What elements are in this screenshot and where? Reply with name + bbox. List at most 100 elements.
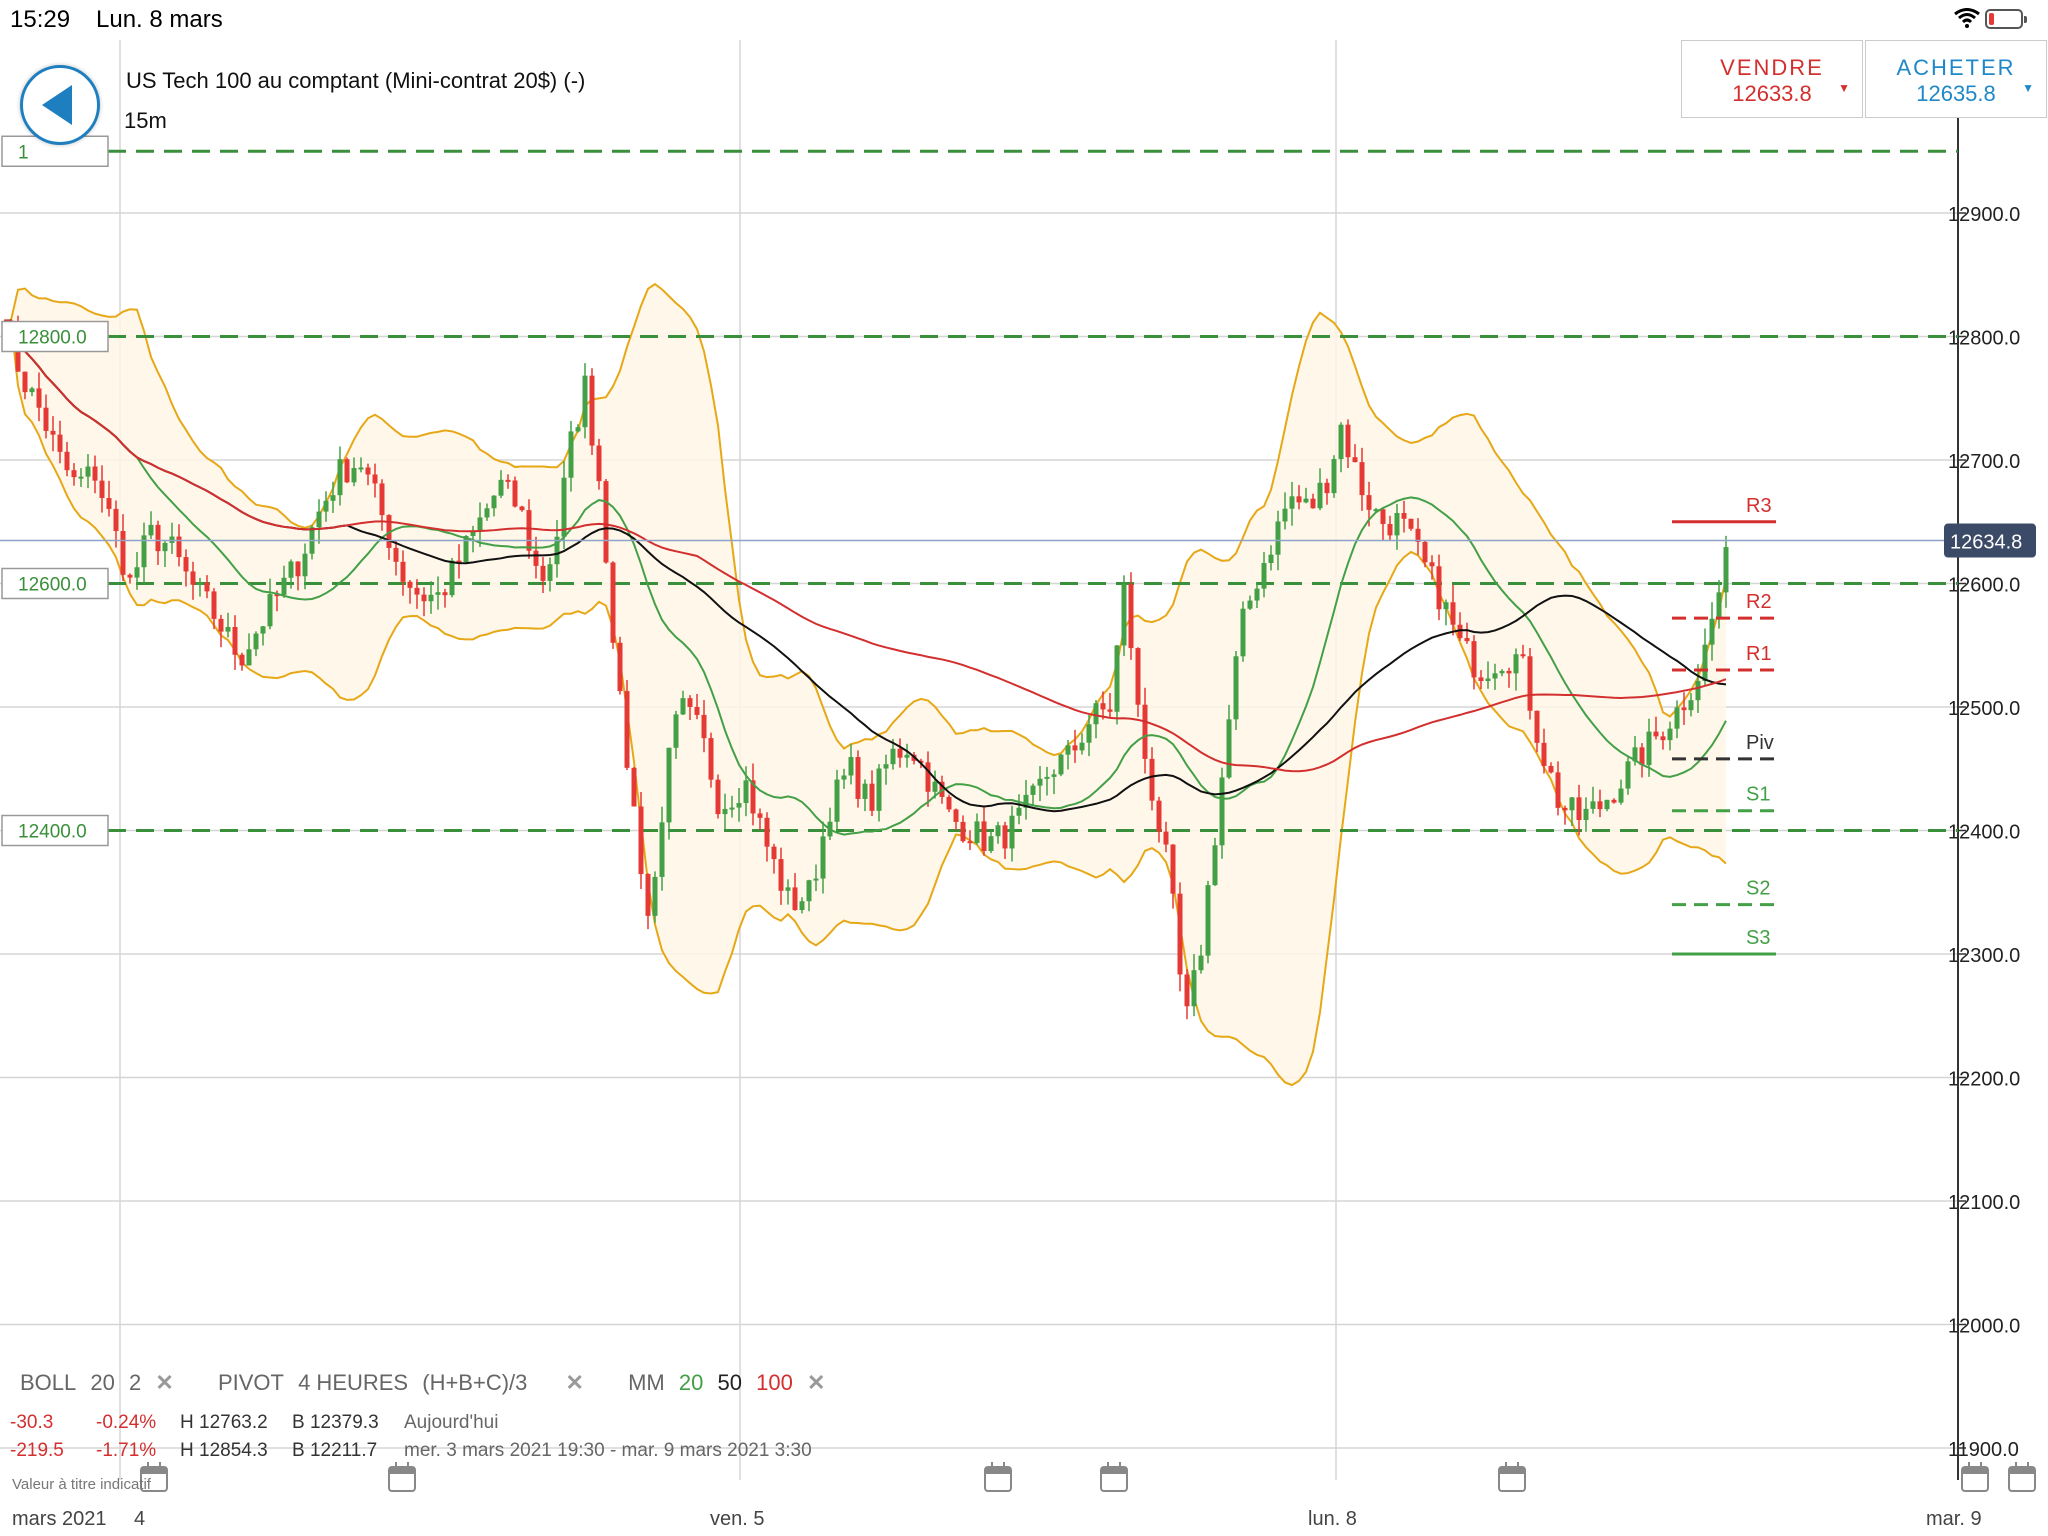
candle [974,821,980,844]
ma-20-line [3,319,1727,836]
candle [610,562,616,643]
pivot-label-s2: S2 [1746,878,1770,900]
remove-mm-icon[interactable]: ✕ [806,1370,826,1395]
candle [1002,825,1008,849]
candle [1590,801,1596,809]
candle [316,511,322,528]
candle [351,468,357,483]
candle [1471,641,1477,678]
candle [715,779,721,815]
sell-dropdown-icon: ▼ [1838,81,1850,95]
candle [1639,747,1645,766]
level-tag[interactable] [1,814,109,847]
level-tag[interactable] [1,567,109,600]
mm-name: MM [628,1370,665,1395]
candle [981,821,987,852]
candle [603,481,609,563]
candle [1583,808,1589,821]
sell-button[interactable]: VENDRE 12633.8 ▼ [1681,40,1863,118]
candle [169,536,175,543]
timeframe-label[interactable]: 15m [124,108,167,133]
candle [64,451,70,471]
candle [477,517,483,531]
y-tick-label: 12200.0 [1948,1069,2020,1091]
candle [1674,707,1680,729]
candle [1359,462,1365,496]
candle [71,470,77,478]
price-chart[interactable]: 12900.0 12800.0 12700.0 12600.0 12500.0 12400… [0,40,2048,1536]
candle [575,427,581,432]
candle [932,781,938,792]
candle [638,806,644,875]
candle [1023,794,1029,808]
pivot-label-r1: R1 [1746,643,1772,665]
today-change: -30.3 [10,1412,54,1433]
calendar-icon-header [1962,1467,1988,1474]
x-axis-label: mars 2021 [12,1508,107,1530]
candle [491,495,497,509]
candle [1709,618,1715,645]
candle [43,407,49,431]
back-button[interactable] [20,65,100,145]
x-axis-label: ven. 5 [710,1508,765,1530]
candle [1485,678,1491,682]
remove-pivot-icon[interactable]: ✕ [565,1370,584,1395]
candle [1289,496,1295,509]
candle [1296,496,1302,503]
candle [778,859,784,891]
pivot-formula: (H+B+C)/3 [422,1370,528,1395]
level-tag[interactable] [1,320,109,353]
candle [771,846,777,860]
remove-boll-icon[interactable]: ✕ [155,1370,174,1395]
candle [1555,772,1561,808]
candle [1576,797,1582,821]
disclaimer: Valeur à titre indicatif [12,1476,151,1493]
candle [1527,656,1533,711]
boll-param-2: 2 [129,1370,142,1395]
mm-100: 100 [756,1370,793,1395]
today-low: B 12379.3 [292,1412,379,1433]
candle [799,901,805,911]
buy-label: ACHETER [1896,55,2016,80]
candle [1114,645,1120,712]
candle [1534,710,1540,743]
calendar-icon-header [1101,1467,1127,1474]
candle [1128,584,1134,649]
candle [505,479,511,482]
candle [785,887,791,891]
candle [512,480,518,507]
candle [1541,742,1547,766]
candle [834,779,840,822]
candle [1408,518,1414,529]
candle [1338,424,1344,460]
period-pct: -1.71% [96,1440,157,1461]
candle [330,495,336,501]
candle [1716,592,1722,619]
candle [50,430,56,435]
candle [1100,703,1106,710]
pivot-label-s3: S3 [1746,927,1770,949]
candle [659,822,665,877]
candle [99,480,105,499]
level-tag[interactable] [1,135,109,167]
candle [463,536,469,563]
candle [645,874,651,916]
candle [1177,893,1183,975]
candle [85,466,91,477]
candle [92,466,98,481]
candle [862,783,868,799]
candle [806,880,812,902]
candle [211,591,217,619]
candle [1667,728,1673,741]
status-date: Lun. 8 mars [96,6,223,33]
candle [176,536,182,558]
candle [1051,774,1057,777]
candle [1702,644,1708,681]
candle [1261,562,1267,589]
candle [1478,677,1484,682]
candle [1660,736,1666,741]
candle [1618,788,1624,803]
buy-button[interactable]: ACHETER 12635.8 ▼ [1865,40,2047,118]
candle [246,649,252,666]
candle [687,698,693,707]
